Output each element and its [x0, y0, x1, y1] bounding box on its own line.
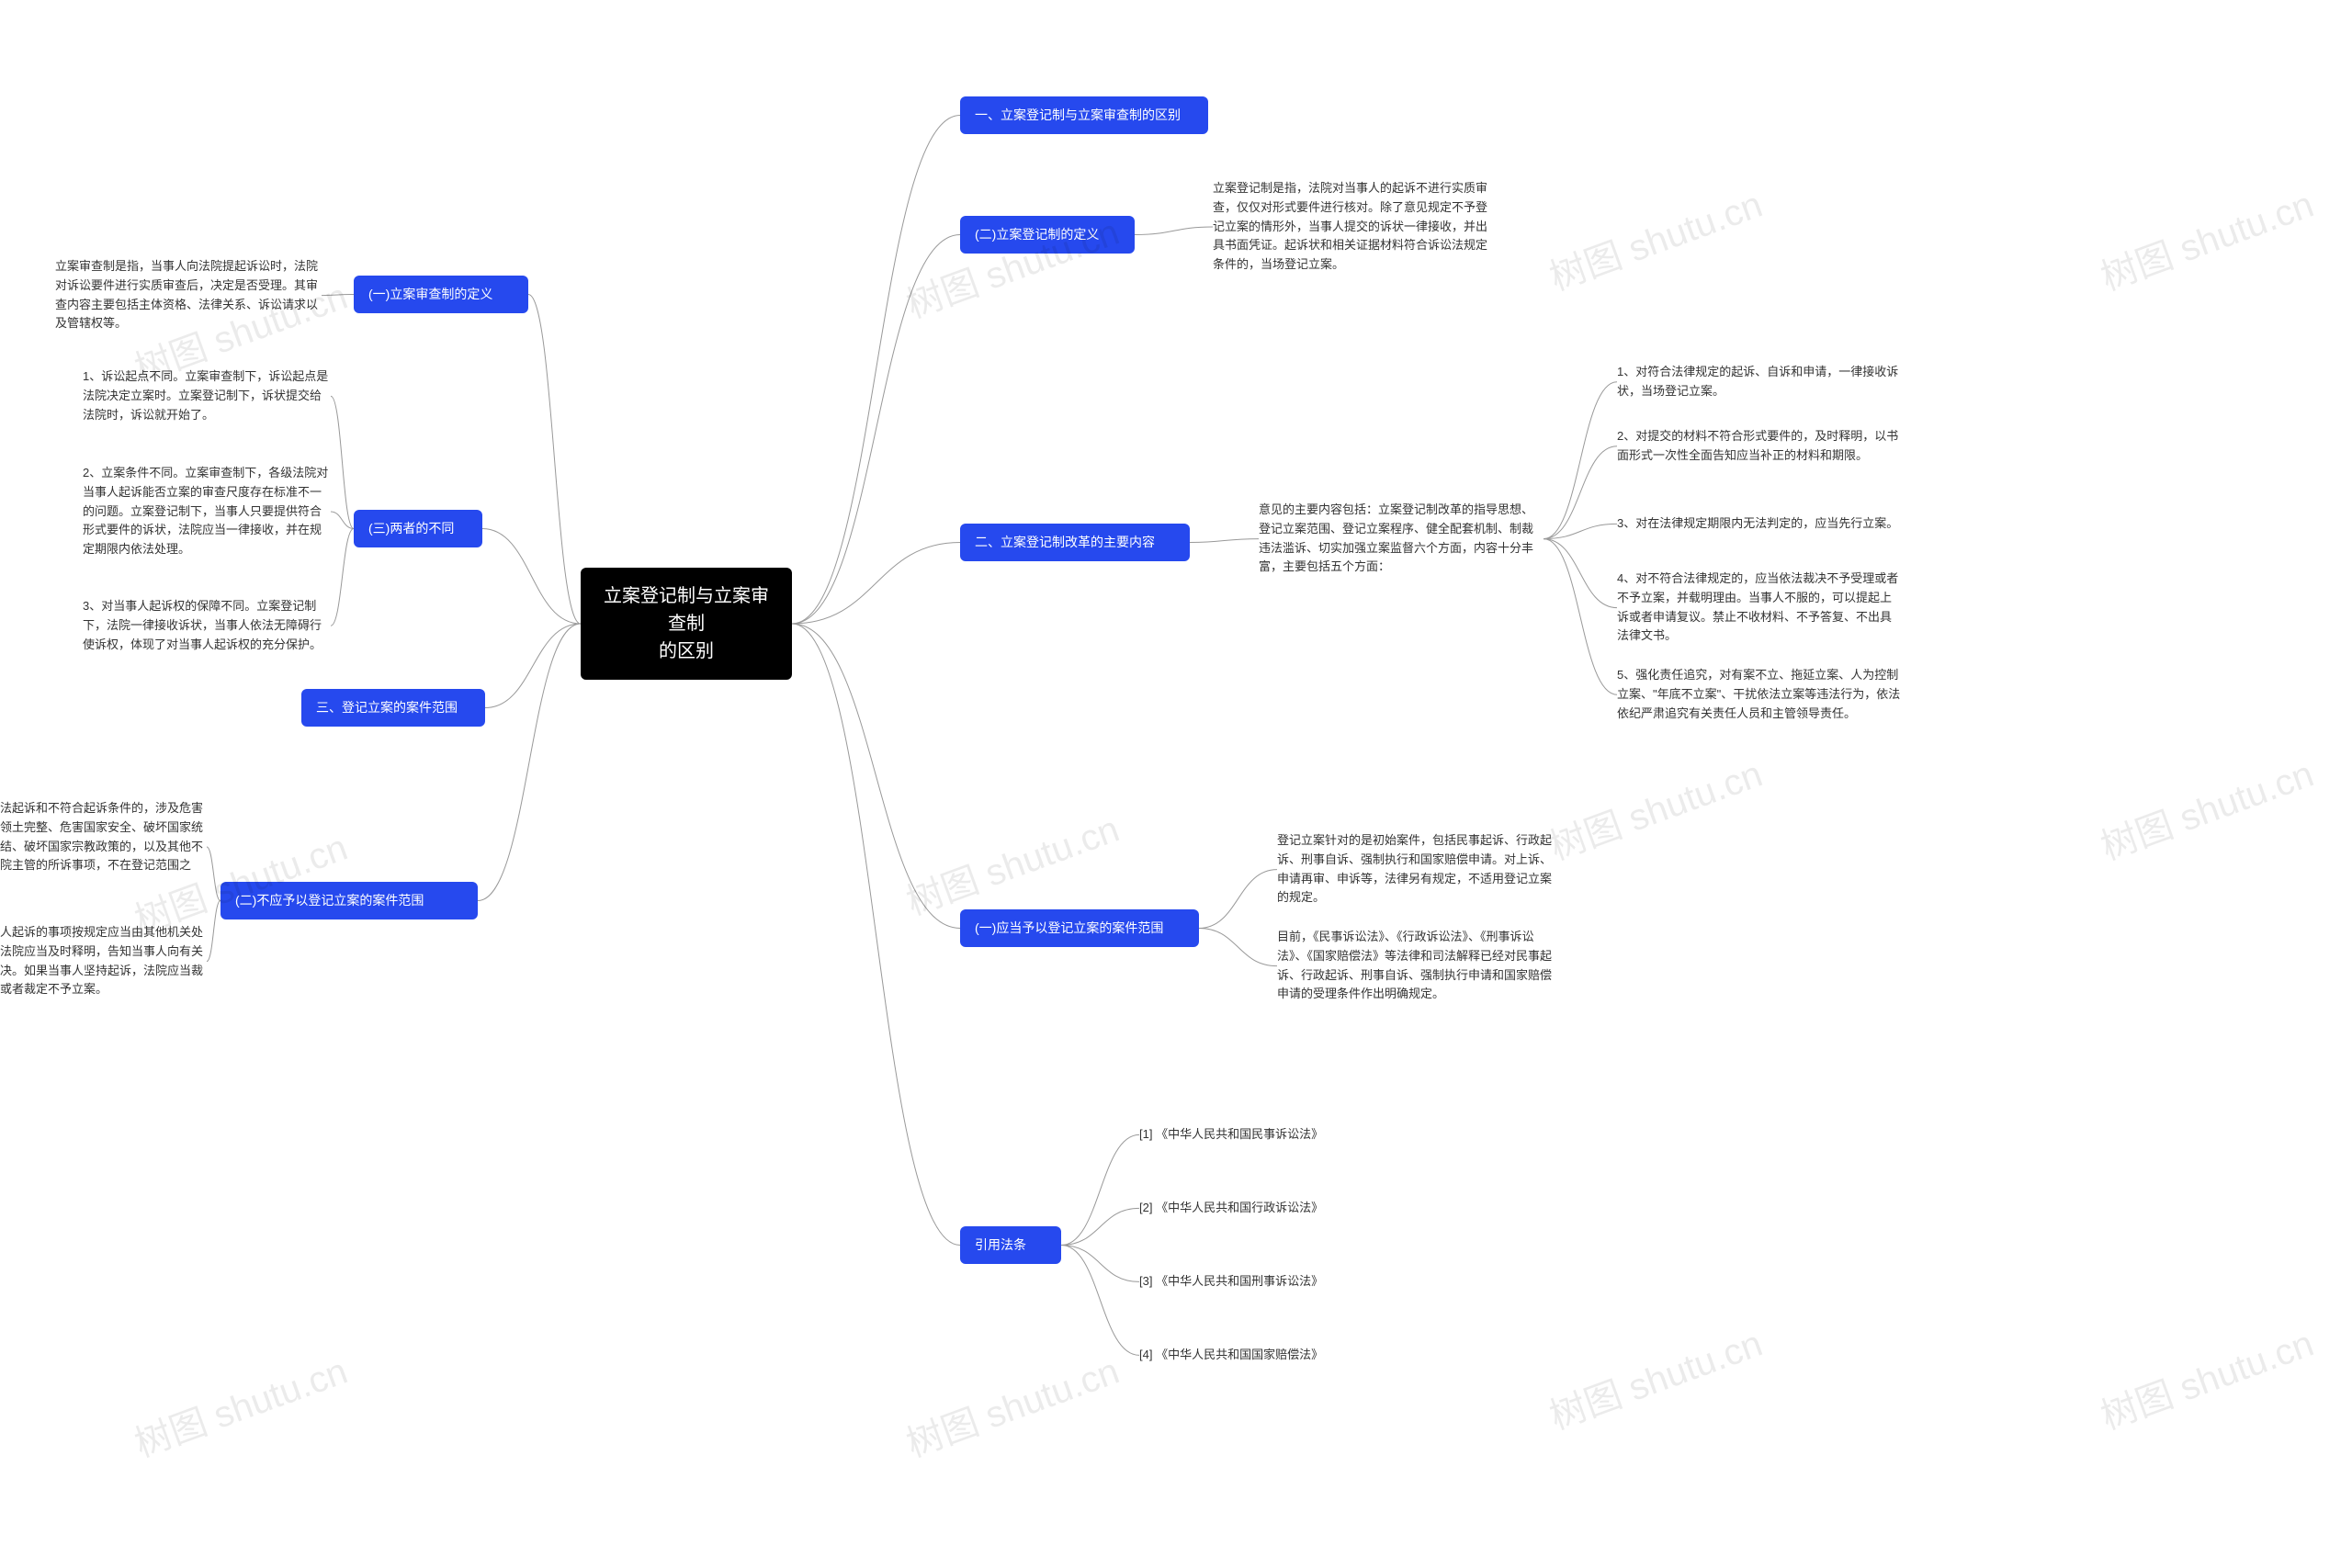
edge-l_r3_0-l_r3_4 [1544, 539, 1617, 608]
watermark: 树图 shutu.cn [898, 1341, 1125, 1467]
edge-b_ref-l_ref_4 [1061, 1246, 1139, 1356]
edge-root-b_r3 [792, 543, 960, 625]
watermark: 树图 shutu.cn [1541, 1314, 1769, 1439]
node-l_l4_2: 比如，当事人起诉的事项按规定应当由其他机关处理的争议，法院应当及时释明，告知当事… [0, 923, 207, 999]
node-root: 立案登记制与立案审查制 的区别 [581, 568, 792, 680]
edge-b_l4-l_l4_2 [207, 901, 220, 962]
edge-root-b_l1 [528, 295, 581, 625]
node-b_r2: (二)立案登记制的定义 [960, 216, 1135, 254]
edge-b_l2-l_l2_3 [331, 529, 354, 626]
edge-l_r3_0-l_r3_3 [1544, 524, 1617, 538]
edge-b_r3-l_r3_0 [1190, 539, 1259, 543]
edge-root-b_ref [792, 624, 960, 1246]
edge-root-b_r2 [792, 235, 960, 625]
node-l_ref_1: [1] 《中华人民共和国民事诉讼法》 [1139, 1125, 1378, 1145]
connector-layer [0, 0, 2352, 1568]
watermark: 树图 shutu.cn [2092, 1314, 2320, 1439]
node-b_l3: 三、登记立案的案件范围 [301, 689, 485, 727]
edge-b_r4-l_r4_1 [1199, 870, 1277, 929]
node-l_r3_2: 2、对提交的材料不符合形式要件的，及时释明，以书面形式一次性全面告知应当补正的材… [1617, 427, 1902, 466]
edge-root-b_l4 [478, 624, 581, 901]
node-l_r3_3: 3、对在法律规定期限内无法判定的，应当先行立案。 [1617, 514, 1902, 534]
node-b_r3: 二、立案登记制改革的主要内容 [960, 524, 1190, 561]
watermark: 树图 shutu.cn [126, 1341, 354, 1467]
watermark: 树图 shutu.cn [1541, 744, 1769, 870]
node-b_l1: (一)立案审查制的定义 [354, 276, 528, 313]
edge-l_r3_0-l_r3_2 [1544, 446, 1617, 539]
edge-root-b_r1 [792, 116, 960, 625]
edge-b_r2-l_r2_1 [1135, 227, 1213, 235]
edge-root-b_l2 [482, 529, 581, 625]
node-l_l2_2: 2、立案条件不同。立案审查制下，各级法院对当事人起诉能否立案的审查尺度存在标准不… [83, 464, 331, 559]
edge-root-b_r4 [792, 624, 960, 929]
node-l_ref_2: [2] 《中华人民共和国行政诉讼法》 [1139, 1199, 1378, 1218]
edge-b_ref-l_ref_1 [1061, 1134, 1139, 1245]
watermark: 树图 shutu.cn [2092, 744, 2320, 870]
edge-l_r3_0-l_r3_1 [1544, 382, 1617, 539]
node-b_ref: 引用法条 [960, 1226, 1061, 1264]
edge-b_l2-l_l2_1 [331, 396, 354, 528]
node-l_r2_1: 立案登记制是指，法院对当事人的起诉不进行实质审查，仅仅对形式要件进行核对。除了意… [1213, 179, 1488, 275]
edge-l_r3_0-l_r3_5 [1544, 539, 1617, 695]
watermark: 树图 shutu.cn [2092, 175, 2320, 300]
edge-b_ref-l_ref_3 [1061, 1246, 1139, 1282]
node-b_r1: 一、立案登记制与立案审查制的区别 [960, 96, 1208, 134]
edge-b_l2-l_l2_2 [331, 512, 354, 529]
watermark: 树图 shutu.cn [1541, 175, 1769, 300]
node-b_l2: (三)两者的不同 [354, 510, 482, 547]
watermark: 树图 shutu.cn [898, 799, 1125, 925]
node-l_r4_1: 登记立案针对的是初始案件，包括民事起诉、行政起诉、刑事自诉、强制执行和国家赔偿申… [1277, 831, 1562, 908]
node-l_r4_2: 目前，《民事诉讼法》、《行政诉讼法》、《刑事诉讼法》、《国家赔偿法》等法律和司法… [1277, 928, 1562, 1004]
node-l_ref_3: [3] 《中华人民共和国刑事诉讼法》 [1139, 1272, 1378, 1292]
node-l_l2_3: 3、对当事人起诉权的保障不同。立案登记制下，法院一律接收诉状，当事人依法无障碍行… [83, 597, 331, 654]
edge-b_r4-l_r4_2 [1199, 929, 1277, 966]
node-l_l1_1: 立案审查制是指，当事人向法院提起诉讼时，法院对诉讼要件进行实质审查后，决定是否受… [55, 257, 322, 333]
node-l_r3_5: 5、强化责任追究，对有案不立、拖延立案、人为控制立案、"年底不立案"、干扰依法立… [1617, 666, 1902, 723]
edge-b_l1-l_l1_1 [322, 295, 354, 296]
node-b_r4: (一)应当予以登记立案的案件范围 [960, 909, 1199, 947]
node-l_r3_0: 意见的主要内容包括：立案登记制改革的指导思想、登记立案范围、登记立案程序、健全配… [1259, 501, 1544, 577]
node-l_l4_1: 此外，对违法起诉和不符合起诉条件的，涉及危害国家主权和领土完整、危害国家安全、破… [0, 799, 207, 895]
node-l_r3_4: 4、对不符合法律规定的，应当依法裁决不予受理或者不予立案，并载明理由。当事人不服… [1617, 570, 1902, 646]
edge-root-b_l3 [485, 624, 581, 708]
node-l_ref_4: [4] 《中华人民共和国国家赔偿法》 [1139, 1346, 1378, 1365]
node-l_r3_1: 1、对符合法律规定的起诉、自诉和申请，一律接收诉状，当场登记立案。 [1617, 363, 1902, 401]
edge-b_ref-l_ref_2 [1061, 1208, 1139, 1245]
node-l_l2_1: 1、诉讼起点不同。立案审查制下，诉讼起点是法院决定立案时。立案登记制下，诉状提交… [83, 367, 331, 424]
edge-b_l4-l_l4_1 [207, 847, 220, 901]
node-b_l4: (二)不应予以登记立案的案件范围 [220, 882, 478, 919]
